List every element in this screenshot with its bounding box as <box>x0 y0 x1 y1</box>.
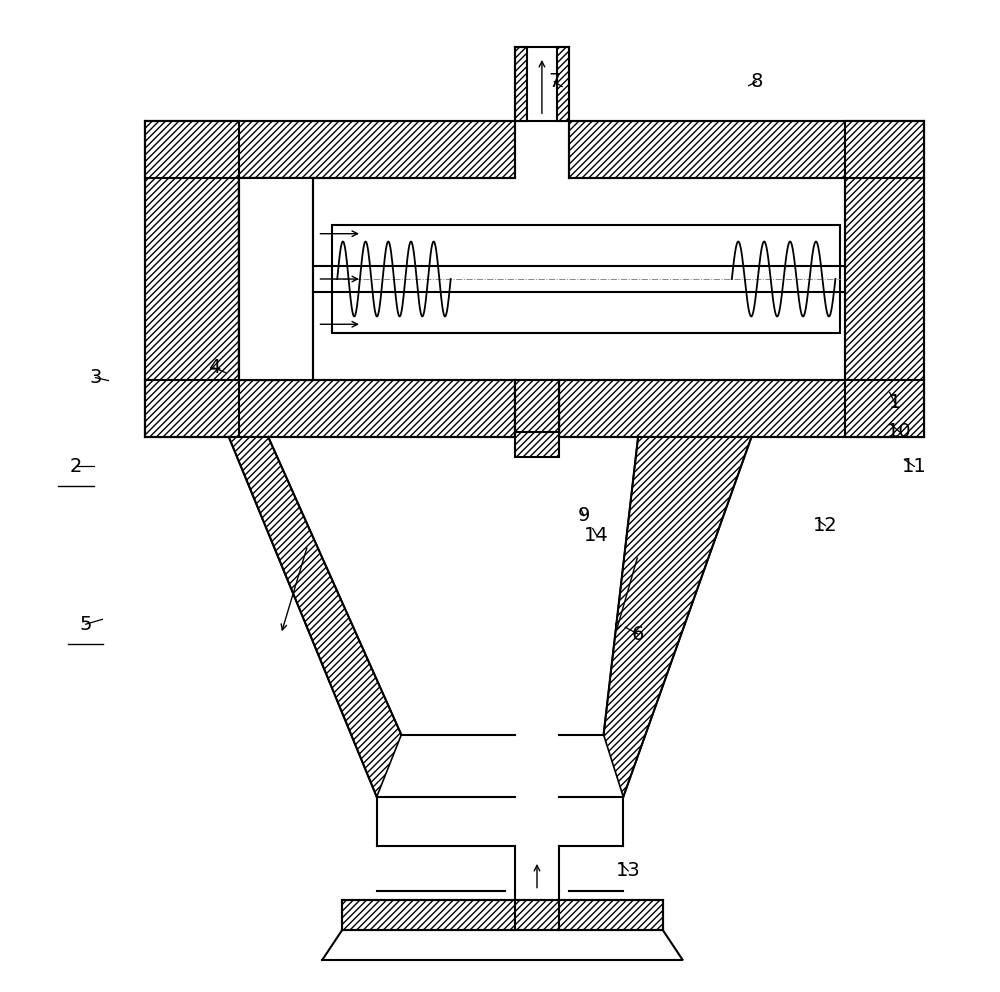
Bar <box>515 432 559 456</box>
Text: 10: 10 <box>887 423 912 441</box>
Text: 14: 14 <box>584 526 609 545</box>
Bar <box>145 121 515 179</box>
Bar <box>145 380 515 436</box>
Polygon shape <box>604 436 752 797</box>
Text: 6: 6 <box>632 625 644 644</box>
Text: 12: 12 <box>813 516 838 535</box>
Text: 8: 8 <box>750 72 763 91</box>
Bar <box>515 414 559 436</box>
Text: 2: 2 <box>70 457 82 476</box>
Text: 7: 7 <box>548 72 560 91</box>
Polygon shape <box>229 436 401 797</box>
Bar <box>557 48 569 121</box>
Bar <box>559 380 924 436</box>
Text: 1: 1 <box>888 393 901 412</box>
Text: 5: 5 <box>79 615 92 634</box>
Bar <box>515 380 559 436</box>
Bar <box>239 179 276 380</box>
Bar <box>332 225 840 333</box>
Bar <box>145 121 239 436</box>
Bar <box>239 179 313 380</box>
Text: 9: 9 <box>578 506 590 525</box>
Bar <box>515 48 527 121</box>
Text: 4: 4 <box>208 358 220 377</box>
Text: 13: 13 <box>616 861 641 880</box>
Text: 11: 11 <box>902 457 927 476</box>
Text: 3: 3 <box>89 368 102 387</box>
Bar <box>569 121 924 179</box>
Bar <box>845 121 924 436</box>
Bar <box>342 901 663 930</box>
